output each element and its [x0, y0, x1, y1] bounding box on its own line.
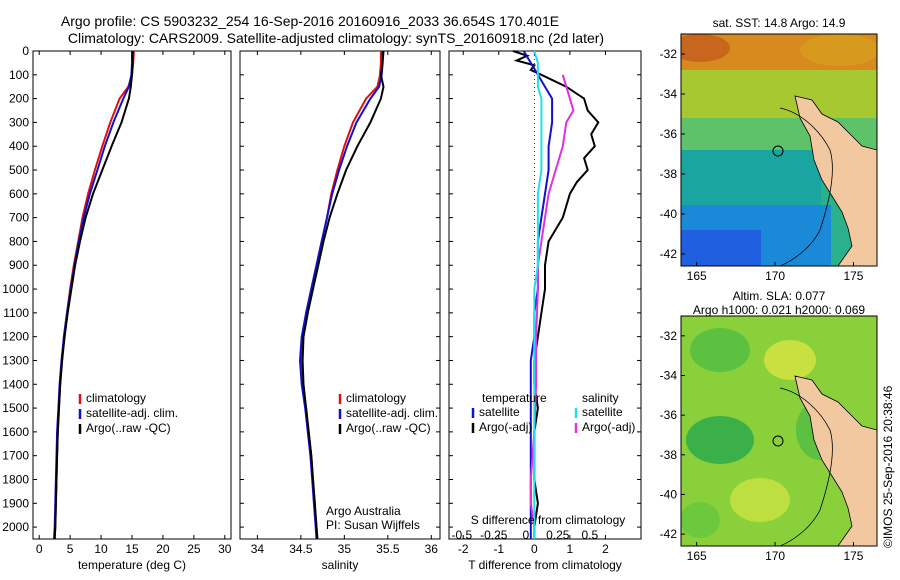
legend-label: satellite-adj. clim. [86, 406, 178, 420]
sla-map-subtitle: Argo h1000: 0.021 h2000: 0.069 [693, 303, 865, 317]
difference-profile-xlabel: T difference from climatology [468, 558, 622, 572]
x-tick-label: 30 [218, 542, 232, 556]
y-tick-label: 500 [9, 163, 29, 177]
map-x-tick-label: 165 [687, 269, 707, 283]
x-tick-label: 34 [251, 542, 265, 556]
y-tick-label: 1400 [2, 377, 29, 391]
map-y-tick-label: -40 [660, 487, 678, 501]
legend-label: climatology [86, 391, 146, 405]
y-tick-label: 1900 [2, 496, 29, 510]
y-tick-label: 1700 [2, 449, 29, 463]
y-tick-label: 200 [9, 92, 29, 106]
salinity-panel: 34 34.5 35 35.5 36 salinity climatologysatelli… [239, 50, 441, 572]
legend-label: satellite [582, 405, 623, 419]
x-tick-label: 25 [187, 542, 201, 556]
x-tick-label: 34.5 [289, 542, 313, 556]
map-x-tick-label: 170 [765, 269, 785, 283]
y-tick-label: 1500 [2, 401, 29, 415]
x-tick-label: 2 [602, 542, 609, 556]
annotation: PI: Susan Wijffels [326, 518, 420, 532]
legend-title-temperature: temperature [482, 391, 547, 405]
header-line-2: Climatology: CARS2009. Satellite-adjuste… [68, 30, 604, 46]
sst-argo-marker [772, 145, 784, 157]
y-tick-label: 400 [9, 139, 29, 153]
sla-map: Altim. SLA: 0.077 Argo h1000: 0.021 h200… [660, 289, 878, 563]
s-tick-label: 0.5 [581, 528, 598, 542]
temperature-panel: 0 5 10 15 20 25 300100200300400500600700800900… [2, 44, 232, 572]
x-tick-label: 10 [94, 542, 108, 556]
y-tick-label: 100 [9, 68, 29, 82]
map-x-tick-label: 175 [843, 549, 863, 563]
y-tick-label: 800 [9, 234, 29, 248]
series-argo [301, 50, 385, 540]
x-tick-label: 0 [36, 542, 43, 556]
temperature-profile-xlabel: temperature (deg C) [78, 558, 186, 572]
y-tick-label: 700 [9, 211, 29, 225]
legend-label: Argo(-adj) [479, 420, 532, 434]
map-y-tick-label: -36 [660, 408, 678, 422]
map-y-tick-label: -42 [660, 527, 678, 541]
s-tick-label: 0 [522, 528, 529, 542]
y-tick-label: 1600 [2, 425, 29, 439]
sla-argo-marker [772, 435, 784, 447]
annotation: Argo Australia [326, 504, 401, 518]
legend-label: climatology [346, 391, 406, 405]
x-tick-label: 0 [531, 542, 538, 556]
s-diff-label: S difference from climatology [471, 513, 626, 527]
map-y-tick-label: -36 [660, 127, 678, 141]
difference-panel: -2 -1 0 1 2 -0.5 -0.25 0 0.25 0.5 T difference fro… [448, 50, 642, 572]
x-tick-label: 35 [338, 542, 352, 556]
map-y-tick-label: -40 [660, 207, 678, 221]
y-tick-label: 1100 [3, 306, 29, 320]
sla-map-title: Altim. SLA: 0.077 [733, 289, 826, 303]
series-argo [53, 51, 134, 540]
credit: ©IMOS 25-Sep-2016 20:38:46 [881, 385, 895, 548]
map-y-tick-label: -38 [660, 448, 678, 462]
s-tick-label: -0.25 [480, 528, 508, 542]
x-tick-label: 36 [425, 542, 439, 556]
map-x-tick-label: 170 [765, 549, 785, 563]
map-y-tick-label: -34 [660, 87, 678, 101]
s-tick-label: 0.25 [546, 528, 570, 542]
y-tick-label: 2000 [2, 520, 29, 534]
y-tick-label: 1300 [2, 353, 29, 367]
map-y-tick-label: -42 [660, 247, 678, 261]
map-y-tick-label: -38 [660, 167, 678, 181]
y-tick-label: 900 [9, 258, 29, 272]
y-tick-label: 600 [9, 187, 29, 201]
x-tick-label: -1 [493, 542, 504, 556]
sst-map-title: sat. SST: 14.8 Argo: 14.9 [713, 16, 846, 30]
x-tick-label: -2 [458, 542, 469, 556]
legend-label: Argo(-adj) [582, 420, 635, 434]
series-s_sat [533, 50, 543, 539]
map-x-tick-label: 175 [843, 269, 863, 283]
map-x-tick-label: 165 [687, 549, 707, 563]
map-y-tick-label: -32 [660, 47, 678, 61]
legend-title-salinity: salinity [582, 391, 619, 405]
legend-label: Argo(..raw -QC) [86, 421, 171, 435]
x-tick-label: 20 [156, 542, 170, 556]
legend-label: satellite [479, 405, 520, 419]
y-tick-label: 1000 [2, 282, 29, 296]
x-tick-label: 5 [67, 542, 74, 556]
salinity-profile-frame [239, 50, 441, 540]
map-y-tick-label: -32 [660, 329, 678, 343]
salinity-profile-xlabel: salinity [322, 558, 359, 572]
x-tick-label: 35.5 [376, 542, 400, 556]
legend-label: Argo(..raw -QC) [346, 421, 431, 435]
s-tick-label: -0.5 [451, 528, 472, 542]
header-line-1: Argo profile: CS 5903232_254 16-Sep-2016… [61, 13, 559, 29]
x-tick-label: 1 [567, 542, 574, 556]
y-tick-label: 1200 [2, 330, 29, 344]
y-tick-label: 1800 [2, 472, 29, 486]
map-y-tick-label: -34 [660, 368, 678, 382]
temperature-profile-frame [32, 50, 232, 540]
y-tick-label: 0 [22, 44, 29, 58]
x-tick-label: 15 [125, 542, 139, 556]
y-tick-label: 300 [9, 115, 29, 129]
legend-label: satellite-adj. clim. [346, 406, 438, 420]
sst-map: sat. SST: 14.8 Argo: 14.9 165 170 175 -32 -3… [660, 16, 878, 283]
